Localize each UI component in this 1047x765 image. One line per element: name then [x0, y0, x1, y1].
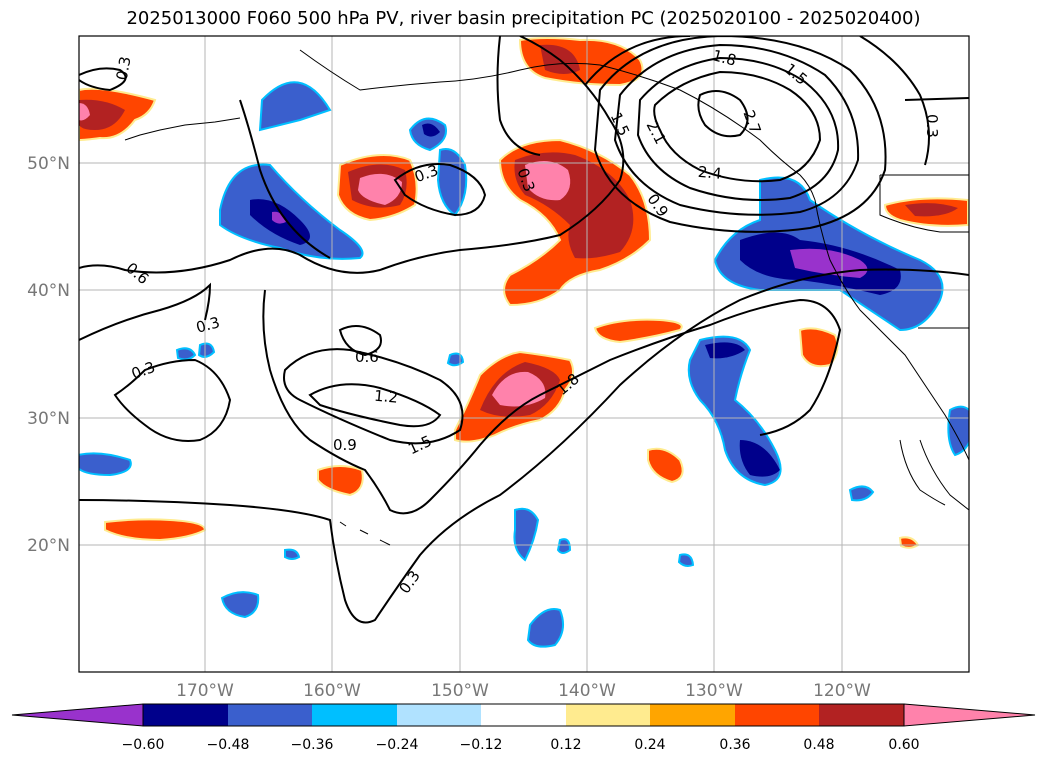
- map-plot-area: 0.3 0.6 0.3 0.3 0.3 0.3 0.6 1.2 1.5 0.9 …: [79, 36, 969, 672]
- colorbar-tick-label: −0.12: [460, 737, 503, 753]
- colorbar-extend-left: [11, 703, 144, 727]
- colorbar-segment: [143, 704, 228, 726]
- lon-label: 160°W: [303, 681, 361, 701]
- lat-label: 40°N: [27, 281, 70, 301]
- map-title: 2025013000 F060 500 hPa PV, river basin …: [126, 8, 921, 29]
- graticule: [79, 36, 969, 672]
- contour-label: 1.8: [710, 46, 738, 70]
- colorbar-tick-label: 0.60: [888, 737, 919, 753]
- colorbar-tick-label: −0.60: [122, 737, 165, 753]
- neg-region-north-pacific-west: [219, 163, 364, 260]
- lat-label: 50°N: [27, 154, 70, 174]
- contour-label: 0.3: [923, 114, 941, 138]
- colorbar: −0.60 −0.48 −0.36 −0.24 −0.12 0.12 0.24 …: [11, 703, 1036, 753]
- colorbar-tick-label: 0.24: [634, 737, 665, 753]
- contour-label: 0.3: [194, 313, 222, 337]
- contour-label: 0.9: [333, 436, 357, 454]
- colorbar-tick-label: −0.24: [376, 737, 419, 753]
- colorbar-segment: [312, 704, 397, 726]
- colorbar-tick-label: 0.48: [803, 737, 834, 753]
- latitude-labels: 20°N 30°N 40°N 50°N: [27, 154, 70, 556]
- colorbar-tick-label: 0.36: [719, 737, 750, 753]
- lon-label: 150°W: [431, 681, 489, 701]
- negative-precip-regions: [79, 81, 969, 648]
- lon-label: 170°W: [176, 681, 234, 701]
- colorbar-tick-label: −0.48: [207, 737, 250, 753]
- lon-label: 120°W: [813, 681, 871, 701]
- contour-label: 0.3: [113, 55, 135, 82]
- contour-label: 1.2: [373, 387, 398, 407]
- pv-contours: [79, 36, 969, 624]
- colorbar-frame: [142, 703, 905, 727]
- colorbar-segment: [819, 704, 904, 726]
- colorbar-segment: [566, 704, 650, 726]
- lon-label: 140°W: [558, 681, 616, 701]
- contour-label: 2.4: [697, 163, 722, 183]
- coastlines: [124, 49, 969, 546]
- colorbar-segment: [397, 704, 481, 726]
- colorbar-segment: [481, 704, 566, 726]
- longitude-labels: 170°W 160°W 150°W 140°W 130°W 120°W: [176, 681, 871, 701]
- colorbar-tick-label: −0.36: [291, 737, 334, 753]
- colorbar-segment: [735, 704, 819, 726]
- colorbar-segment: [228, 704, 312, 726]
- lon-label: 130°W: [685, 681, 743, 701]
- colorbar-extend-right: [903, 703, 1036, 727]
- map-frame: [78, 35, 970, 673]
- contour-label: 0.6: [355, 348, 379, 366]
- lat-label: 20°N: [27, 536, 70, 556]
- neg-region-gulf-of-alaska: [258, 81, 332, 132]
- colorbar-segment: [650, 704, 735, 726]
- colorbar-tick-label: 0.12: [550, 737, 581, 753]
- lat-label: 30°N: [27, 409, 70, 429]
